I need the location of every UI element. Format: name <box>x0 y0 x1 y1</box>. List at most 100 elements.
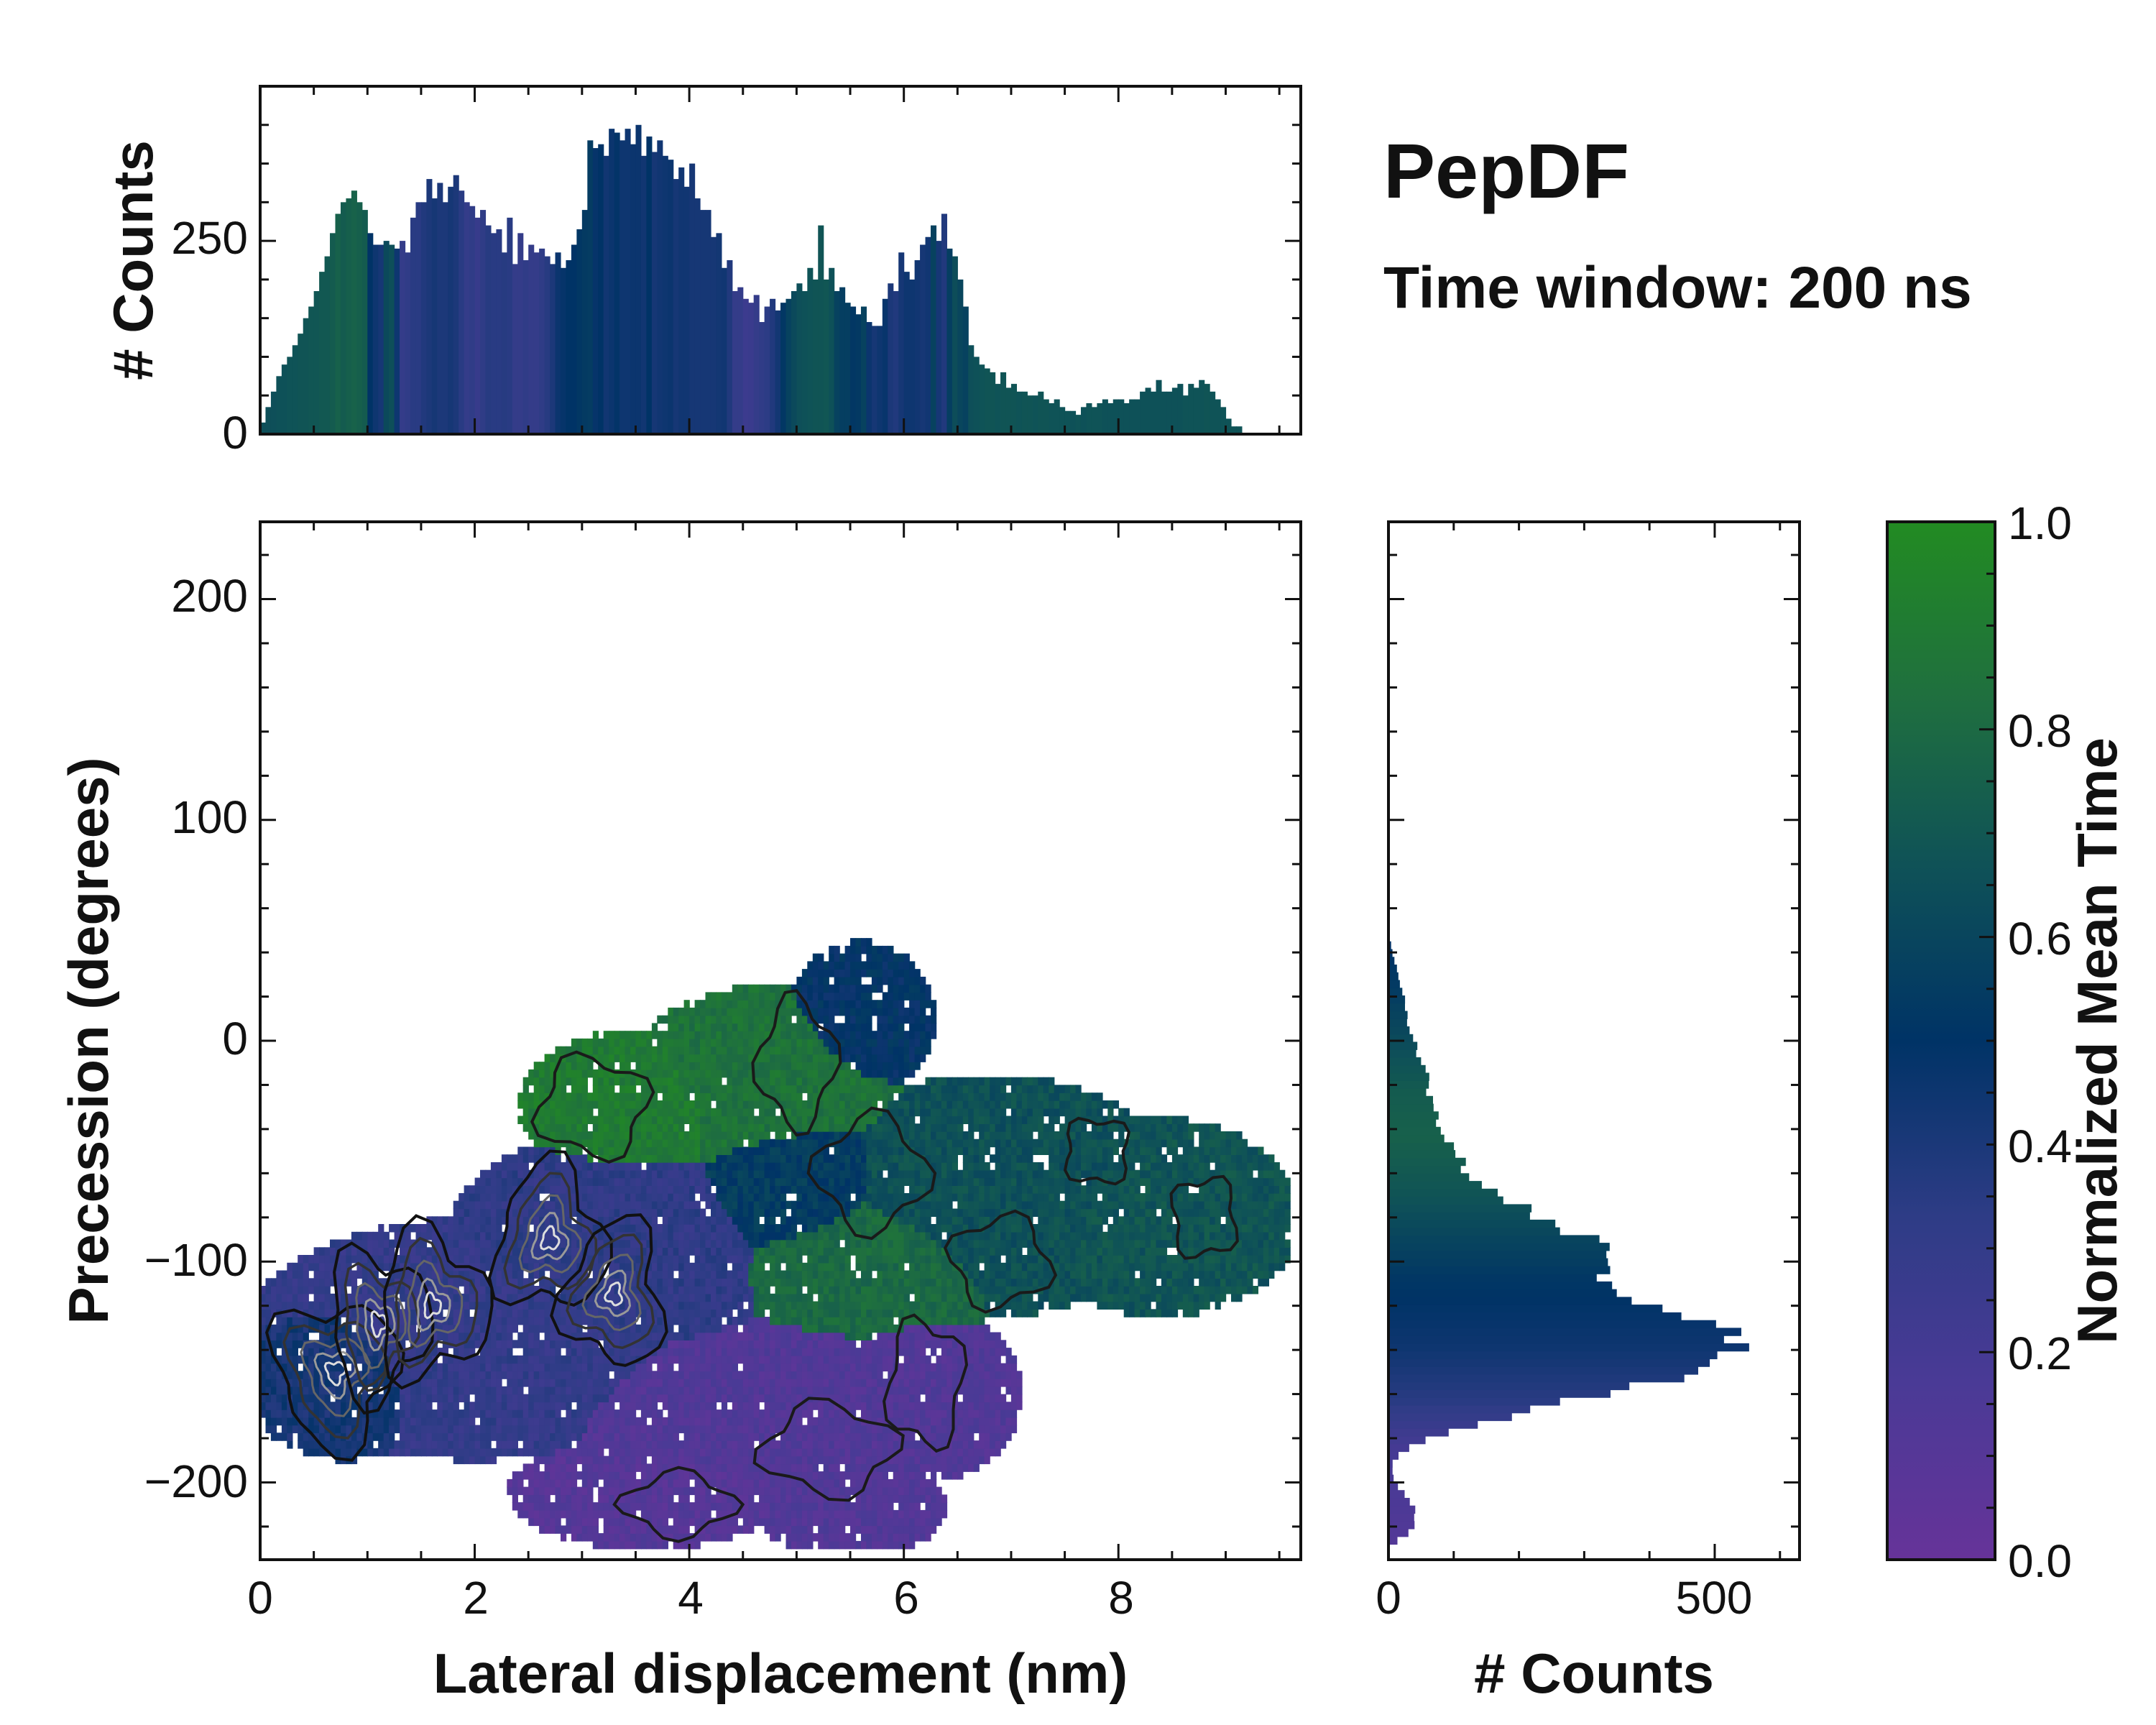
heatmap-cell <box>689 1054 696 1062</box>
heatmap-cell <box>539 1317 545 1325</box>
heatmap-cell <box>372 1371 379 1379</box>
heatmap-cell <box>711 1332 717 1340</box>
heatmap-cell <box>640 1231 648 1241</box>
heatmap-cell <box>544 1092 550 1101</box>
heatmap-cell <box>576 1085 583 1093</box>
heatmap-cell <box>550 1231 556 1241</box>
heatmap-cell <box>603 1138 609 1148</box>
heatmap-cell <box>453 1425 459 1434</box>
heatmap-cell <box>496 1255 502 1264</box>
heatmap-cell <box>775 1239 781 1248</box>
heatmap-cell <box>389 1317 395 1325</box>
heatmap-cell <box>566 1417 572 1426</box>
heatmap-cell <box>609 1455 615 1465</box>
heatmap-cell <box>786 1394 792 1403</box>
heatmap-cell <box>646 1208 653 1217</box>
heatmap-cell <box>753 1293 760 1302</box>
heatmap-cell <box>464 1425 470 1434</box>
heatmap-cell <box>678 1371 685 1379</box>
heatmap-cell <box>646 1116 653 1124</box>
heatmap-cell <box>522 1224 529 1233</box>
heatmap-cell <box>448 1379 454 1387</box>
heatmap-cell <box>415 1417 422 1426</box>
heatmap-cell <box>619 1247 626 1256</box>
heatmap-cell <box>694 1440 701 1449</box>
heatmap-cell <box>668 1355 674 1364</box>
heatmap-cell <box>410 1286 417 1294</box>
top-histogram-bar <box>678 167 685 434</box>
heatmap-cell <box>775 1270 781 1279</box>
heatmap-cell <box>635 1100 642 1109</box>
heatmap-cell <box>700 1371 706 1379</box>
heatmap-cell <box>383 1448 390 1457</box>
heatmap-cell <box>700 1247 706 1256</box>
heatmap-cell <box>550 1262 556 1271</box>
heatmap-cell <box>474 1386 481 1395</box>
heatmap-cell <box>662 1486 668 1496</box>
heatmap-cell <box>270 1432 277 1441</box>
heatmap-cell <box>689 1123 696 1132</box>
heatmap-cell <box>646 1085 653 1093</box>
heatmap-cell <box>625 1224 631 1233</box>
heatmap-cell <box>742 1247 749 1256</box>
heatmap-cell <box>727 1417 733 1426</box>
heatmap-cell <box>367 1278 374 1287</box>
heatmap-cell <box>496 1363 502 1372</box>
heatmap-cell <box>673 1379 679 1387</box>
heatmap-cell <box>748 1015 755 1024</box>
heatmap-cell <box>609 1100 615 1109</box>
heatmap-cell <box>592 1440 599 1449</box>
heatmap-cell <box>609 1108 615 1117</box>
heatmap-cell <box>528 1340 535 1348</box>
heatmap-cell <box>683 1425 690 1434</box>
heatmap-cell <box>522 1216 529 1225</box>
heatmap-cell <box>561 1471 567 1480</box>
heatmap-cell <box>673 1038 679 1047</box>
heatmap-cell <box>576 1324 583 1333</box>
heatmap-cell <box>587 1185 594 1194</box>
heatmap-cell <box>630 1146 637 1155</box>
heatmap-cell <box>635 1332 642 1340</box>
heatmap-cell <box>592 1255 599 1264</box>
heatmap-cell <box>346 1270 352 1279</box>
heatmap-cell <box>694 1092 701 1101</box>
heatmap-cell <box>400 1394 406 1403</box>
heatmap-cell <box>694 1208 701 1217</box>
heatmap-cell <box>539 1231 545 1241</box>
heatmap-cell <box>378 1262 384 1271</box>
heatmap-cell <box>561 1417 567 1426</box>
heatmap-cell <box>742 1517 749 1527</box>
heatmap-cell <box>367 1402 374 1410</box>
heatmap-cell <box>292 1394 298 1403</box>
heatmap-cell <box>732 1154 738 1163</box>
heatmap-cell <box>485 1169 492 1179</box>
heatmap-cell <box>625 1177 631 1186</box>
heatmap-cell <box>786 1116 792 1124</box>
heatmap-cell <box>522 1301 529 1310</box>
heatmap-cell <box>732 1324 738 1333</box>
heatmap-cell <box>786 1023 792 1031</box>
heatmap-cell <box>469 1355 476 1364</box>
heatmap-cell <box>786 1409 792 1418</box>
heatmap-cell <box>260 1324 267 1333</box>
heatmap-cell <box>742 1348 749 1356</box>
heatmap-cell <box>700 1455 706 1465</box>
heatmap-cell <box>727 1533 733 1542</box>
top-histogram-bar <box>474 217 481 434</box>
heatmap-cell <box>281 1324 288 1333</box>
heatmap-cell <box>732 1270 738 1279</box>
heatmap-cell <box>566 1123 572 1132</box>
heatmap-cell <box>668 1448 674 1457</box>
heatmap-cell <box>673 1525 679 1534</box>
heatmap-cell <box>694 1255 701 1264</box>
heatmap-cell <box>522 1340 529 1348</box>
heatmap-cell <box>630 1509 637 1519</box>
heatmap-cell <box>753 1116 760 1124</box>
heatmap-cell <box>544 1509 550 1519</box>
heatmap-cell <box>759 1340 765 1348</box>
heatmap-cell <box>544 1286 550 1294</box>
heatmap-cell <box>786 1138 792 1148</box>
heatmap-cell <box>700 1062 706 1070</box>
heatmap-cell <box>673 1116 679 1124</box>
heatmap-cell <box>678 1417 685 1426</box>
